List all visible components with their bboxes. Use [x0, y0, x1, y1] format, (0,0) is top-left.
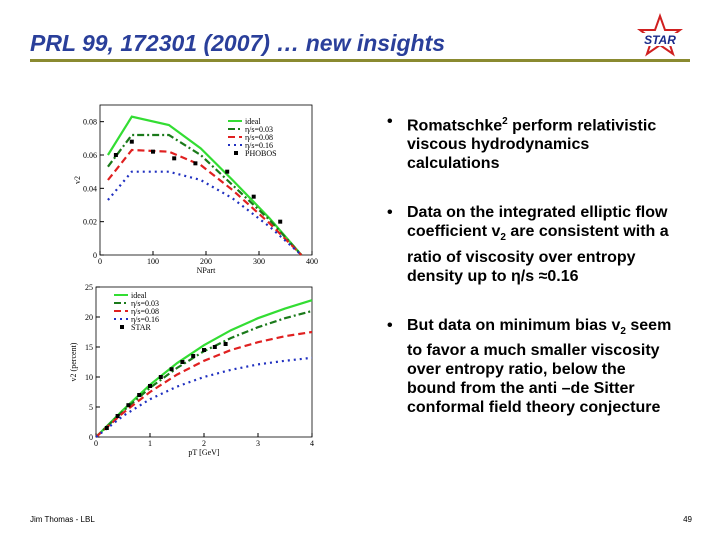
y-tick-label: 0.02	[83, 218, 97, 227]
x-tick-label: 4	[310, 439, 314, 448]
data-point	[115, 414, 120, 418]
y-tick-label: 0	[93, 251, 97, 260]
legend-label: η/s=0.08	[245, 133, 273, 142]
legend-label: η/s=0.08	[131, 307, 159, 316]
bullet-sub: 2	[500, 232, 506, 244]
y-axis-label: v2	[73, 176, 82, 184]
y-tick-label: 0	[89, 433, 93, 442]
x-tick-label: 2	[202, 439, 206, 448]
legend-label: STAR	[131, 323, 151, 332]
title-rule	[30, 59, 690, 62]
y-tick-label: 0.08	[83, 118, 97, 127]
bullet-text: But data on minimum bias v	[407, 316, 621, 334]
data-point	[191, 354, 196, 358]
page-number: 49	[683, 515, 692, 524]
y-tick-label: 10	[85, 373, 93, 382]
data-point	[169, 367, 174, 372]
bullet-list: Romatschke2 perform relativistic viscous…	[385, 112, 675, 447]
x-tick-label: 3	[256, 439, 260, 448]
legend-swatch	[234, 151, 238, 155]
x-tick-label: 0	[98, 257, 102, 266]
bullet-text: are consistent with a ratio of viscosity…	[407, 223, 669, 285]
bullet-text: perform relativistic viscous hydrodynami…	[407, 117, 657, 173]
data-point	[151, 149, 155, 154]
data-point	[137, 393, 142, 397]
data-line	[95, 309, 313, 438]
data-point	[225, 169, 230, 174]
x-axis-label: NPart	[197, 266, 216, 275]
bullet-sub: 2	[620, 325, 626, 337]
data-point	[172, 156, 177, 161]
bullet: Data on the integrated elliptic flow coe…	[385, 203, 675, 285]
data-point	[104, 426, 109, 430]
data-point	[180, 360, 185, 364]
data-point	[212, 345, 217, 349]
bullet-text: Data on the integrated elliptic flow coe…	[407, 204, 668, 241]
bullet-text: seem to favor a much smaller viscosity o…	[407, 316, 672, 416]
data-point	[129, 139, 134, 144]
bullet: But data on minimum bias v2 seem to favo…	[385, 316, 675, 417]
data-point	[202, 348, 206, 352]
footer-author: Jim Thomas - LBL	[30, 515, 95, 524]
bullet: Romatschke2 perform relativistic viscous…	[385, 112, 675, 173]
data-point	[113, 153, 118, 157]
slide-title: PRL 99, 172301 (2007) … new insights	[30, 30, 446, 56]
x-tick-label: 100	[147, 257, 159, 266]
data-line	[107, 148, 303, 256]
data-point	[158, 375, 163, 379]
y-tick-label: 20	[85, 313, 93, 322]
y-tick-label: 5	[89, 403, 93, 412]
x-tick-label: 400	[306, 257, 318, 266]
legend-swatch	[120, 325, 124, 329]
logo-text: STAR	[644, 33, 676, 47]
logo-bg	[641, 33, 679, 46]
data-point	[251, 194, 256, 199]
bullet-sup: 2	[502, 116, 508, 127]
legend-label: η/s=0.16	[245, 141, 273, 150]
legend-label: η/s=0.03	[131, 299, 159, 308]
data-line	[107, 170, 303, 256]
y-axis-label: v2 (percent)	[69, 342, 78, 381]
x-tick-label: 0	[94, 439, 98, 448]
data-point	[223, 342, 228, 346]
data-point	[148, 384, 152, 388]
legend-label: ideal	[131, 291, 147, 300]
data-line	[107, 115, 303, 256]
legend-label: η/s=0.16	[131, 315, 159, 324]
x-axis-label: pT [GeV]	[188, 448, 220, 457]
x-tick-label: 300	[253, 257, 265, 266]
data-line	[95, 330, 313, 438]
data-line	[95, 356, 313, 438]
legend-label: PHOBOS	[245, 149, 277, 158]
y-tick-label: 15	[85, 343, 93, 352]
y-tick-label: 25	[85, 283, 93, 292]
legend-label: ideal	[245, 117, 261, 126]
y-tick-label: 0.04	[83, 184, 97, 193]
data-line	[95, 299, 313, 438]
bullet-text: Romatschke	[407, 117, 503, 135]
x-tick-label: 200	[200, 257, 212, 266]
data-point	[126, 403, 131, 408]
data-point	[193, 161, 198, 166]
y-tick-label: 0.06	[83, 151, 97, 160]
data-point	[278, 219, 283, 224]
x-tick-label: 1	[148, 439, 152, 448]
legend-label: η/s=0.03	[245, 125, 273, 134]
